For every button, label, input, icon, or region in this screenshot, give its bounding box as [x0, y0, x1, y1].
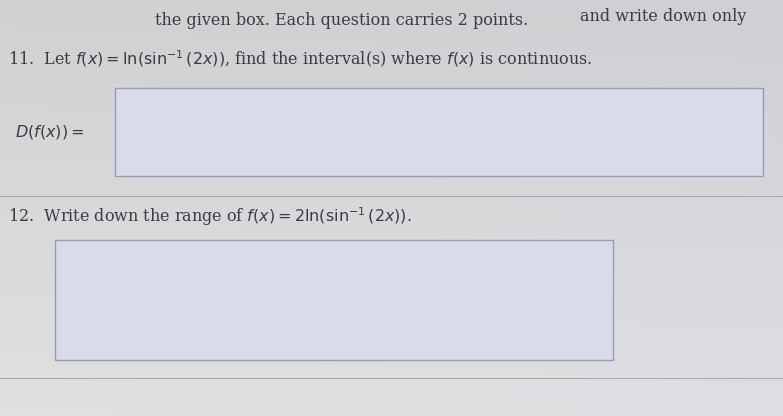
- Bar: [55, 240, 613, 360]
- Text: 12.  Write down the range of $f(x) = 2\ln(\sin^{-1}(2x))$.: 12. Write down the range of $f(x) = 2\ln…: [8, 205, 412, 228]
- Text: the given box. Each question carries 2 points.: the given box. Each question carries 2 p…: [155, 12, 529, 29]
- Text: 11.  Let $f(x) = \ln(\sin^{-1}(2x))$, find the interval(s) where $f(x)$ is conti: 11. Let $f(x) = \ln(\sin^{-1}(2x))$, fin…: [8, 48, 593, 69]
- Bar: [115, 88, 763, 176]
- Text: and write down only: and write down only: [580, 8, 746, 25]
- Text: $D(f(x)) =$: $D(f(x)) =$: [15, 123, 85, 141]
